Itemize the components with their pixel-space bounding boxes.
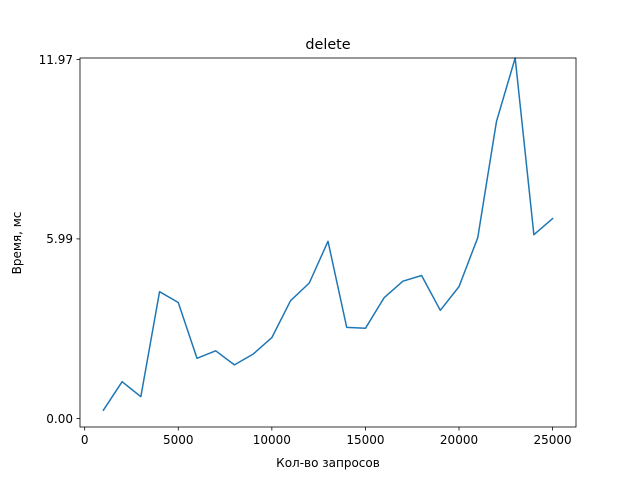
x-tick-label: 15000 (346, 433, 384, 447)
axes: 0 5000 10000 15000 20000 25000 0.00 5.99 11.97 (39, 53, 577, 447)
y-tick-label: 11.97 (39, 53, 73, 67)
y-tick-label: 0.00 (46, 412, 73, 426)
axes-frame (79, 57, 577, 428)
x-tick-label: 10000 (253, 433, 291, 447)
series-line-1 (102, 57, 554, 412)
x-tick-label: 0 (81, 433, 89, 447)
x-tick-label: 20000 (440, 433, 478, 447)
y-tick-label: 5.99 (46, 232, 73, 246)
x-tick-label: 25000 (534, 433, 572, 447)
x-tick-label: 5000 (163, 433, 194, 447)
y-axis-label: Время, мс (10, 212, 24, 275)
plot-area (102, 57, 554, 412)
chart-title: delete (305, 37, 350, 53)
x-axis-label: Кол-во запросов (276, 456, 380, 470)
